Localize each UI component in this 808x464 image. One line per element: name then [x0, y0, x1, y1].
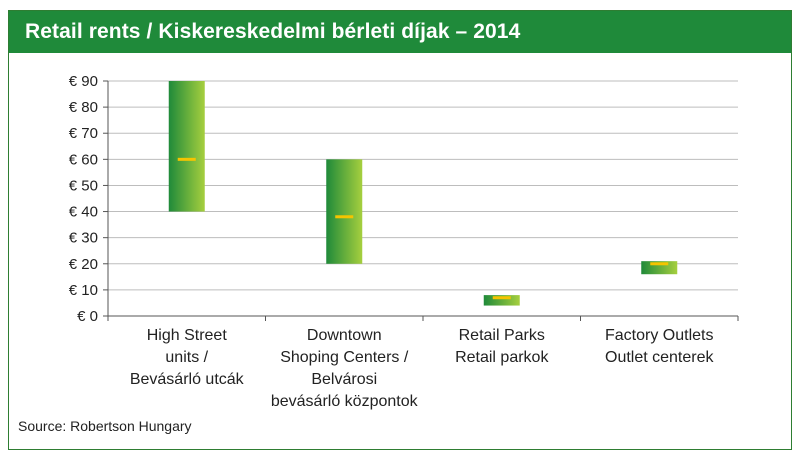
y-tick-label: € 80: [69, 99, 98, 116]
median-marker: [650, 262, 669, 266]
chart-title: Retail rents / Kiskereskedelmi bérleti d…: [25, 20, 521, 43]
y-tick-label: € 20: [69, 256, 98, 273]
chart-frame: Retail rents / Kiskereskedelmi bérleti d…: [8, 10, 792, 450]
x-category-label: Downtown Shoping Centers / Belvárosi bevásá…: [271, 327, 419, 410]
range-bar: [326, 159, 363, 264]
y-tick-label: € 0: [77, 308, 98, 325]
chart-header: Retail rents / Kiskereskedelmi bérleti d…: [9, 11, 791, 53]
y-tick-label: € 50: [69, 177, 98, 194]
y-tick-label: € 60: [69, 151, 98, 168]
median-marker: [492, 296, 511, 300]
range-bar: [483, 295, 520, 306]
median-marker: [177, 157, 196, 161]
range-bar: [168, 81, 205, 212]
y-tick-label: € 90: [69, 73, 98, 90]
y-tick-label: € 40: [69, 204, 98, 221]
x-category-label: High Street units / Bevásárló utcák: [130, 327, 245, 388]
source-note: Source: Robertson Hungary: [18, 418, 192, 434]
x-category-label: Retail Parks Retail parkok: [455, 327, 549, 366]
median-marker: [335, 215, 354, 219]
y-tick-label: € 10: [69, 282, 98, 299]
y-tick-label: € 30: [69, 230, 98, 247]
x-category-label: Factory Outlets Outlet centerek: [605, 327, 715, 366]
y-tick-label: € 70: [69, 125, 98, 142]
